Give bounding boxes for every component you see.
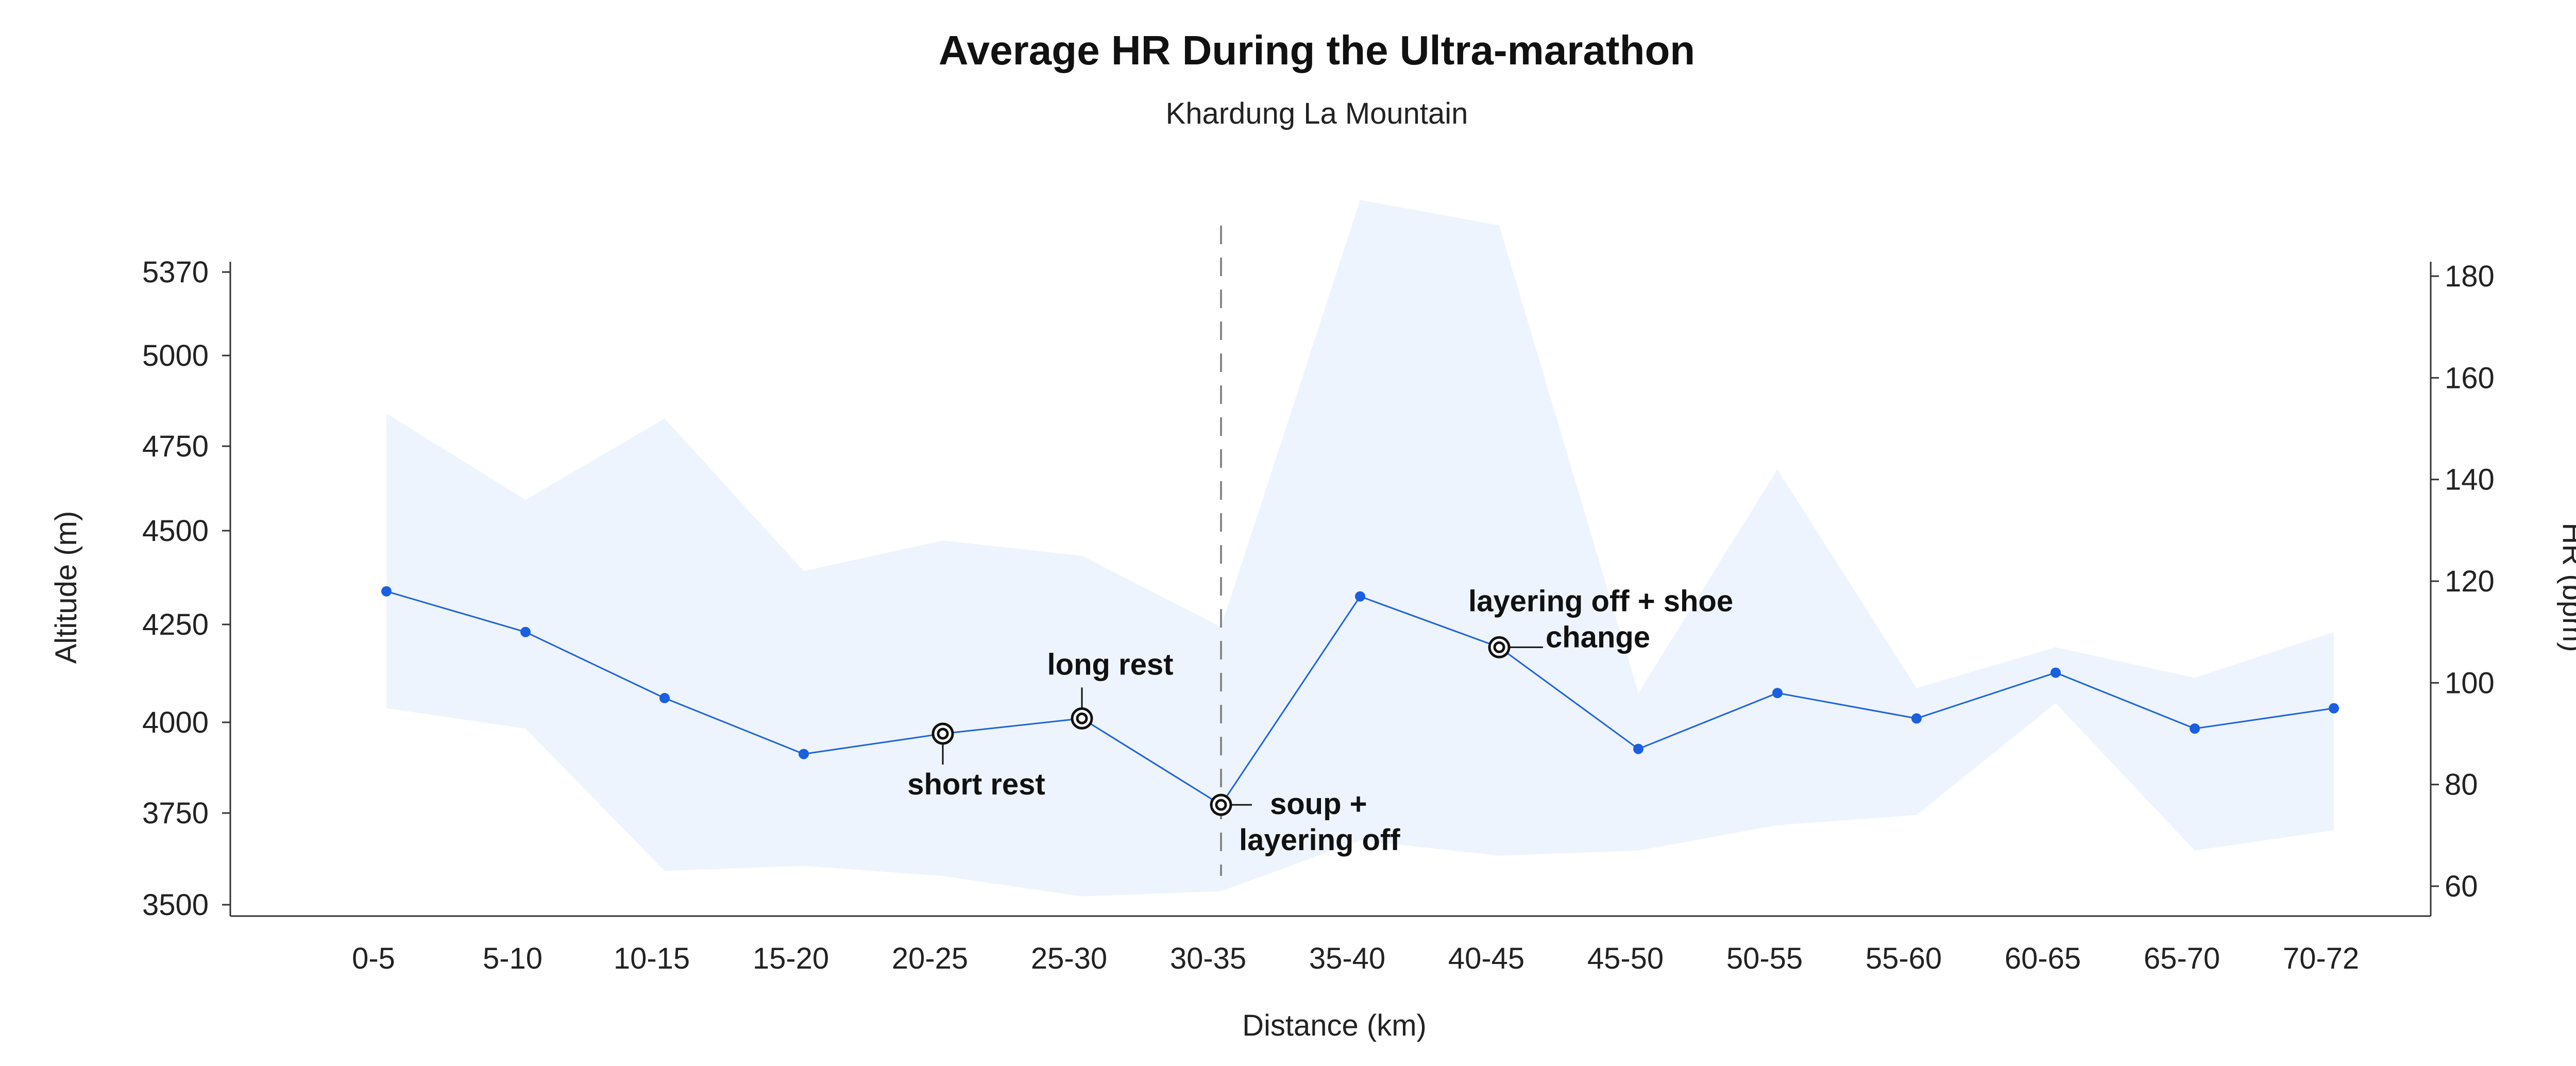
- y-right-tick-label: 60: [2445, 870, 2478, 903]
- y-left-tick-label: 4000: [142, 706, 209, 739]
- chart-title: Average HR During the Ultra-marathon: [939, 27, 1695, 73]
- hr-point: [2190, 723, 2200, 734]
- x-axis-label: Distance (km): [1242, 1009, 1427, 1042]
- x-tick-label: 55-60: [1866, 942, 1942, 975]
- x-tick-label: 0-5: [352, 942, 395, 975]
- x-tick-label: 10-15: [614, 942, 690, 975]
- hr-point-marker: [937, 727, 949, 740]
- hr-point: [659, 692, 670, 703]
- y-right-tick-label: 120: [2445, 565, 2495, 598]
- x-tick-label: 25-30: [1031, 942, 1107, 975]
- annotation-label: short rest: [907, 768, 1045, 801]
- hr-point-marker: [1076, 712, 1088, 724]
- y-axis-right-label: HR (bpm): [2556, 522, 2576, 652]
- x-tick-label: 70-72: [2283, 942, 2359, 975]
- y-left-tick-label: 4250: [142, 608, 209, 641]
- hr-points-layer: [381, 586, 2339, 816]
- hr-point: [2329, 703, 2339, 714]
- x-tick-label: 30-35: [1170, 942, 1246, 975]
- annotation-label: long rest: [1047, 648, 1174, 681]
- y-right-tick-label: 160: [2445, 361, 2495, 395]
- hr-point: [1633, 743, 1643, 754]
- hr-point-marker: [1215, 799, 1227, 811]
- hr-point: [799, 749, 809, 759]
- hr-point: [1355, 591, 1365, 602]
- axes-layer: 3500 3750 4000 4250 4500 4750 5000 5370 60 80 100 1…: [142, 256, 2495, 975]
- x-tick-label: 35-40: [1309, 942, 1385, 975]
- annotation-label: change: [1546, 620, 1650, 654]
- annotation-label: soup +: [1270, 787, 1367, 821]
- x-tick-label: 20-25: [892, 942, 968, 975]
- hr-range-band: [386, 200, 2334, 896]
- hr-point: [381, 586, 392, 597]
- y-left-tick-label: 5000: [142, 339, 209, 373]
- y-axis-left-label: Altitude (m): [49, 511, 83, 664]
- x-tick-label: 50-55: [1726, 942, 1803, 975]
- hr-point: [1911, 713, 1922, 724]
- annotation-label: layering off + shoe: [1468, 584, 1733, 618]
- annotations-layer: short rest long rest soup +layering off lay…: [907, 584, 1733, 857]
- hr-point: [520, 627, 531, 637]
- x-tick-label: 45-50: [1587, 942, 1664, 975]
- hr-point: [1772, 688, 1783, 699]
- y-left-tick-label: 5370: [142, 256, 209, 289]
- hr-point-marker: [1493, 641, 1505, 653]
- hr-band-layer: [386, 200, 2334, 896]
- chart-subtitle: Khardung La Mountain: [1166, 97, 1468, 130]
- y-left-tick-label: 3750: [142, 797, 209, 830]
- y-right-tick-label: 100: [2445, 666, 2495, 700]
- x-tick-label: 40-45: [1448, 942, 1524, 975]
- y-right-tick-label: 140: [2445, 463, 2495, 497]
- x-tick-label: 5-10: [483, 942, 543, 975]
- y-right-tick-label: 180: [2445, 260, 2495, 293]
- y-right-tick-label: 80: [2445, 768, 2478, 802]
- hr-point: [2050, 667, 2061, 678]
- x-tick-label: 60-65: [2005, 942, 2081, 975]
- annotation-label: layering off: [1239, 823, 1400, 857]
- x-tick-label: 65-70: [2144, 942, 2220, 975]
- y-left-tick-label: 4750: [142, 430, 209, 463]
- y-left-tick-label: 4500: [142, 514, 209, 548]
- y-left-tick-label: 3500: [142, 888, 209, 922]
- x-tick-label: 15-20: [753, 942, 829, 975]
